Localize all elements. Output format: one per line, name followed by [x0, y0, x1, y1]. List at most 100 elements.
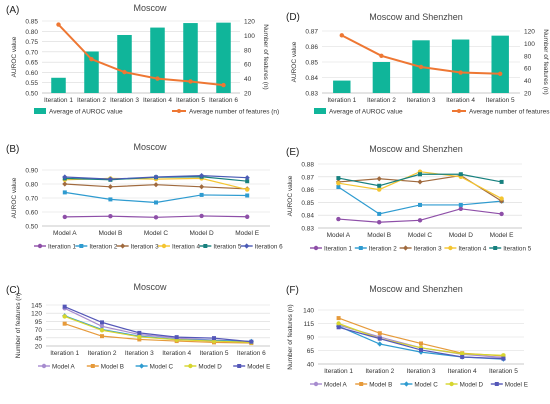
series-line-a [57, 23, 224, 87]
point-b-5-3 [199, 173, 205, 179]
ylabel-e: AUROC value [287, 175, 294, 216]
ylabel-c: Number of features (n) [15, 293, 22, 358]
point-f-4-4 [501, 356, 506, 361]
point-c-3-0 [62, 314, 67, 319]
point-d-1 [379, 53, 384, 58]
point-f-4-2 [419, 347, 423, 352]
legend-label-f-3: Model D [460, 382, 484, 389]
point-e-4-2 [418, 172, 422, 177]
legend-marker-b-0 [37, 243, 43, 249]
panel-b: (B) Moscow 0.50 0.60 0.70 0.80 0.90 AUROC val… [6, 142, 283, 251]
ytick-f-0: 40 [307, 362, 315, 369]
xtick-c-4: Iteration 5 [200, 350, 229, 357]
ytick-c-2: 70 [35, 327, 43, 334]
ytick-c-5: 145 [31, 303, 42, 310]
point-c-4-5 [249, 339, 254, 344]
point-c-0-1 [99, 324, 105, 329]
xtick-d-3: Iteration 4 [446, 97, 475, 104]
point-d-4 [498, 71, 503, 76]
legend-label-f-4: Model E [505, 382, 528, 389]
point-b-5-4 [244, 175, 250, 181]
legend-marker-b-3 [161, 243, 167, 249]
legend-label-e-3: Iteration 4 [458, 246, 487, 253]
legend-swatch-d-0 [314, 108, 326, 114]
point-e-0-4 [499, 211, 504, 217]
point-b-1-0 [62, 190, 67, 195]
xtick-a-4: Iteration 5 [176, 97, 205, 104]
xtick-b-1: Model B [98, 230, 122, 237]
legend-label-f-2: Model C [414, 382, 438, 389]
point-e-2-4 [499, 198, 505, 204]
ytick-f-2: 90 [307, 335, 315, 342]
ytick-b-3: 0.80 [25, 182, 38, 189]
legend-label-c-2: Model C [150, 364, 174, 371]
legend-label-f-1: Model B [369, 382, 392, 389]
point-f-3-4 [501, 353, 506, 358]
legend-marker-c-0 [41, 363, 47, 369]
ytick-d-2: 0.85 [305, 60, 318, 67]
xtick-f-2: Iteration 3 [407, 368, 436, 375]
xtick-a-1: Iteration 2 [77, 97, 106, 104]
legend-swatch-a-0 [34, 108, 46, 114]
legend-label-c-4: Model E [247, 364, 270, 371]
panel-label-f: (F) [286, 285, 299, 296]
panel-label-a: (A) [6, 5, 19, 16]
legend-label-b-4: Iteration 5 [213, 244, 242, 251]
panel-title-d: Moscow and Shenzhen [369, 12, 463, 22]
point-b-2-2 [153, 182, 159, 188]
point-e-1-1 [377, 211, 382, 216]
y2tick-d-1: 40 [524, 78, 532, 85]
point-b-0-2 [153, 215, 159, 220]
point-e-1-3 [458, 202, 463, 207]
point-b-1-3 [199, 192, 204, 197]
panel-title-f: Moscow and Shenzhen [369, 284, 463, 294]
point-c-1-0 [62, 321, 67, 326]
point-e-4-0 [336, 176, 341, 181]
y2tick-a-1: 40 [244, 76, 252, 83]
xtick-e-4: Model E [490, 232, 515, 239]
point-b-4-4 [245, 179, 250, 184]
bar-d-0 [333, 80, 351, 93]
legend-label-e-4: Iteration 5 [503, 246, 532, 253]
legend-marker-f-3 [449, 381, 454, 387]
y2tick-d-2: 60 [524, 66, 532, 73]
ylabel-f: Number of features (n) [287, 304, 294, 369]
panel-f: (F) Moscow and Shenzhen 40 65 90 115 140 Numb… [286, 284, 528, 389]
xtick-d-1: Iteration 2 [367, 97, 396, 104]
point-f-3-0 [336, 321, 341, 326]
point-f-3-3 [460, 351, 465, 356]
xtick-b-3: Model D [189, 230, 214, 237]
y2tick-d-4: 100 [524, 41, 535, 48]
point-b-5-2 [153, 174, 159, 180]
legend-label-e-2: Iteration 3 [414, 246, 443, 253]
point-e-0-2 [417, 218, 423, 223]
panel-title-a: Moscow [133, 3, 167, 13]
point-b-2-0 [62, 181, 68, 187]
ylabel-b: AUROC value [11, 177, 18, 218]
panel-e: (E) Moscow and Shenzhen 0.83 0.84 0.85 0.86… [286, 144, 532, 253]
point-c-4-3 [174, 335, 179, 340]
point-b-1-1 [108, 197, 113, 202]
point-e-3-0 [336, 181, 341, 186]
ytick-e-3: 0.86 [301, 187, 314, 194]
chart-f: 40 65 90 115 140 Number of features (n) Iterat… [287, 304, 528, 388]
ytick-e-2: 0.85 [301, 200, 314, 207]
bar-a-2 [117, 34, 132, 93]
ylabel-d: AUROC value [291, 41, 298, 82]
legend-marker-e-1 [358, 246, 363, 250]
point-f-4-3 [460, 354, 465, 359]
series-line-c-1 [64, 323, 252, 344]
point-c-4-1 [100, 320, 104, 325]
point-f-1-1 [377, 331, 382, 336]
point-f-4-1 [377, 336, 382, 341]
ytick-c-4: 120 [31, 311, 42, 318]
legend-marker-c-1 [90, 364, 95, 368]
legend-marker-b-5 [244, 243, 250, 249]
legend-marker-c-4 [237, 364, 242, 368]
point-e-3-1 [377, 187, 382, 192]
point-a-2 [122, 69, 127, 75]
xtick-e-2: Model C [408, 232, 433, 239]
xtick-b-2: Model C [144, 230, 169, 237]
legend-label-b-1: Iteration 2 [89, 244, 118, 251]
